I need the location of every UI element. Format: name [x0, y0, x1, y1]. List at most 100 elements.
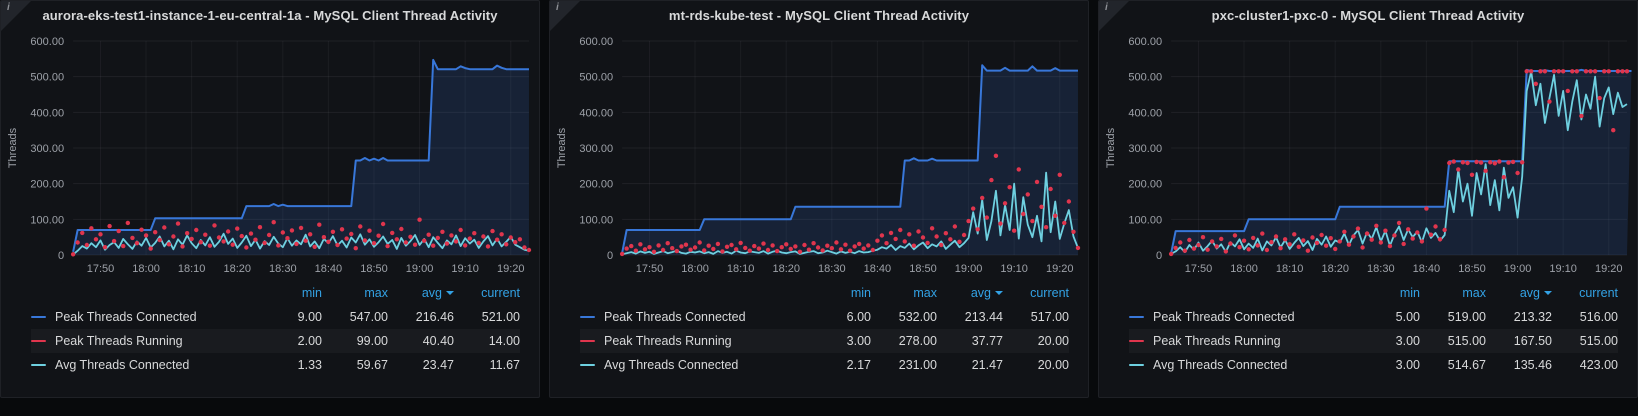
- svg-text:18:00: 18:00: [132, 263, 160, 275]
- stat-min: 9.00: [297, 310, 322, 324]
- svg-text:18:10: 18:10: [727, 263, 755, 275]
- stat-max: 231.00: [898, 358, 937, 372]
- series-swatch: [580, 316, 595, 318]
- legend: min max avg current Peak Threads Connect…: [1099, 279, 1637, 397]
- stat-current: 517.00: [1030, 310, 1069, 324]
- svg-text:300.00: 300.00: [30, 143, 64, 155]
- svg-text:600.00: 600.00: [30, 36, 64, 48]
- stat-avg: 23.47: [422, 358, 454, 372]
- svg-text:200.00: 200.00: [579, 179, 613, 191]
- legend-series-toggle[interactable]: Peak Threads Connected: [1129, 310, 1354, 324]
- panel-title[interactable]: mt-rds-kube-test - MySQL Client Thread A…: [668, 7, 970, 23]
- svg-text:100.00: 100.00: [30, 214, 64, 226]
- legend-col-min[interactable]: min: [301, 286, 322, 300]
- stat-avg: 135.46: [1513, 358, 1552, 372]
- stat-min: 3.00: [1395, 358, 1420, 372]
- svg-text:18:40: 18:40: [315, 263, 343, 275]
- legend-col-avg[interactable]: avg: [388, 286, 454, 300]
- stat-min: 3.00: [1395, 334, 1420, 348]
- threads-chart[interactable]: 17:50 18:00 18:10 18:20 18:30 18:40 18:50 19:00…: [550, 29, 1088, 279]
- series-swatch: [31, 316, 46, 318]
- panel-header: pxc-cluster1-pxc-0 - MySQL Client Thread…: [1099, 1, 1637, 29]
- stat-current: 20.00: [1037, 334, 1069, 348]
- stat-current: 521.00: [481, 310, 520, 324]
- threads-chart[interactable]: 17:50 18:00 18:10 18:20 18:30 18:40 18:50 19:00…: [1, 29, 539, 279]
- svg-text:400.00: 400.00: [30, 107, 64, 119]
- legend-series-toggle[interactable]: Peak Threads Connected: [31, 310, 256, 324]
- threads-chart[interactable]: 17:50 18:00 18:10 18:20 18:30 18:40 18:50 19:00…: [1099, 29, 1637, 279]
- stat-max: 532.00: [898, 310, 937, 324]
- legend-col-min[interactable]: min: [1399, 286, 1420, 300]
- legend-col-max[interactable]: max: [364, 286, 388, 300]
- legend-header: min max avg current: [1129, 281, 1618, 305]
- stat-min: 5.00: [1395, 310, 1420, 324]
- panel-aurora: i aurora-eks-test1-instance-1-eu-central…: [0, 0, 540, 398]
- svg-text:100.00: 100.00: [1128, 214, 1162, 226]
- series-swatch: [1129, 364, 1144, 366]
- legend-col-min[interactable]: min: [850, 286, 871, 300]
- svg-text:18:30: 18:30: [818, 263, 846, 275]
- legend-series-toggle[interactable]: Peak Threads Running: [1129, 334, 1354, 348]
- svg-text:19:10: 19:10: [451, 263, 479, 275]
- series-swatch: [1129, 316, 1144, 318]
- svg-text:Threads: Threads: [1105, 127, 1117, 168]
- stat-max: 519.00: [1447, 310, 1486, 324]
- legend-header: min max avg current: [580, 281, 1069, 305]
- stat-avg: 213.44: [964, 310, 1003, 324]
- legend-row: Peak Threads Connected 6.00 532.00 213.4…: [580, 305, 1069, 329]
- legend-col-avg[interactable]: avg: [1486, 286, 1552, 300]
- svg-text:500.00: 500.00: [1128, 72, 1162, 84]
- legend-series-toggle[interactable]: Avg Threads Connected: [31, 358, 256, 372]
- stat-current: 14.00: [488, 334, 520, 348]
- legend-series-toggle[interactable]: Peak Threads Connected: [580, 310, 805, 324]
- chart-area: 17:50 18:00 18:10 18:20 18:30 18:40 18:50 19:00…: [550, 29, 1088, 279]
- svg-text:17:50: 17:50: [1185, 263, 1213, 275]
- series-swatch: [580, 340, 595, 342]
- svg-text:18:50: 18:50: [360, 263, 388, 275]
- legend-series-toggle[interactable]: Peak Threads Running: [580, 334, 805, 348]
- svg-text:18:40: 18:40: [1413, 263, 1441, 275]
- stat-current: 20.00: [1037, 358, 1069, 372]
- panel-title[interactable]: pxc-cluster1-pxc-0 - MySQL Client Thread…: [1211, 7, 1525, 23]
- stat-current: 11.67: [489, 358, 520, 372]
- chart-area: 17:50 18:00 18:10 18:20 18:30 18:40 18:50 19:00…: [1099, 29, 1637, 279]
- svg-text:300.00: 300.00: [579, 143, 613, 155]
- legend-col-current[interactable]: current: [481, 286, 520, 300]
- legend-col-current[interactable]: current: [1579, 286, 1618, 300]
- stat-avg: 216.46: [415, 310, 454, 324]
- svg-text:100.00: 100.00: [579, 214, 613, 226]
- svg-text:18:50: 18:50: [909, 263, 937, 275]
- legend-row: Avg Threads Connected 3.00 514.67 135.46…: [1129, 353, 1618, 377]
- svg-text:18:30: 18:30: [1367, 263, 1395, 275]
- legend-col-current[interactable]: current: [1030, 286, 1069, 300]
- legend-col-max[interactable]: max: [1462, 286, 1486, 300]
- svg-text:Threads: Threads: [556, 127, 568, 168]
- legend-row: Peak Threads Running 3.00 278.00 37.77 2…: [580, 329, 1069, 353]
- sort-desc-icon: [1544, 291, 1552, 295]
- svg-text:18:00: 18:00: [681, 263, 709, 275]
- stat-max: 59.67: [356, 358, 388, 372]
- legend: min max avg current Peak Threads Connect…: [1, 279, 539, 397]
- svg-text:18:20: 18:20: [772, 263, 800, 275]
- svg-text:18:20: 18:20: [1321, 263, 1349, 275]
- legend: min max avg current Peak Threads Connect…: [550, 279, 1088, 397]
- series-swatch: [580, 364, 595, 366]
- legend-series-toggle[interactable]: Peak Threads Running: [31, 334, 256, 348]
- legend-col-avg[interactable]: avg: [937, 286, 1003, 300]
- legend-series-toggle[interactable]: Avg Threads Connected: [1129, 358, 1354, 372]
- svg-text:18:30: 18:30: [269, 263, 297, 275]
- stat-min: 1.33: [297, 358, 322, 372]
- legend-series-toggle[interactable]: Avg Threads Connected: [580, 358, 805, 372]
- legend-col-max[interactable]: max: [913, 286, 937, 300]
- svg-text:400.00: 400.00: [1128, 107, 1162, 119]
- svg-text:600.00: 600.00: [579, 36, 613, 48]
- stat-max: 514.67: [1447, 358, 1486, 372]
- legend-row: Peak Threads Running 3.00 515.00 167.50 …: [1129, 329, 1618, 353]
- svg-text:0: 0: [58, 250, 64, 262]
- panel-title[interactable]: aurora-eks-test1-instance-1-eu-central-1…: [42, 7, 498, 23]
- svg-text:17:50: 17:50: [87, 263, 115, 275]
- svg-text:18:10: 18:10: [1276, 263, 1304, 275]
- svg-text:400.00: 400.00: [579, 107, 613, 119]
- stat-avg: 213.32: [1513, 310, 1552, 324]
- svg-text:19:00: 19:00: [406, 263, 434, 275]
